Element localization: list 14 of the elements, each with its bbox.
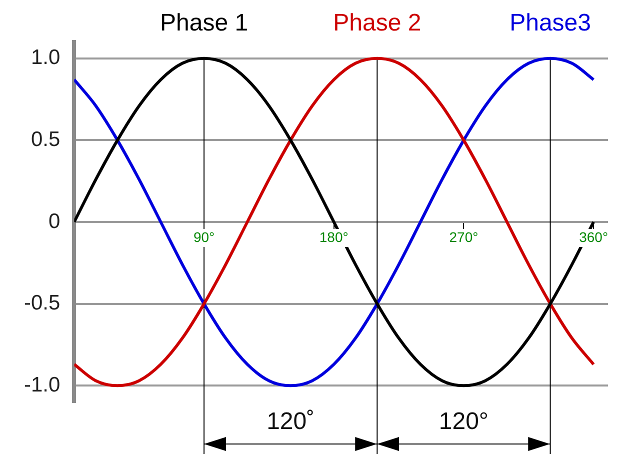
y-tick-label: 0.5 [30, 128, 60, 151]
text: 120° [438, 408, 490, 436]
series-label: Phase3 [510, 10, 591, 37]
x-tick-label: 90° [193, 228, 215, 245]
text: 120˚ [266, 408, 316, 436]
y-tick-label: 0 [48, 210, 60, 233]
series-label: Phase 1 [160, 10, 248, 37]
x-tick-label: 270° [449, 228, 478, 245]
y-tick-label: 1.0 [30, 46, 60, 70]
y-tick-label: -0.5 [24, 292, 60, 315]
x-tick-label: 360° [579, 228, 608, 245]
y-tick-label: -1.0 [24, 373, 60, 396]
series-label: Phase 2 [333, 10, 422, 37]
x-tick-label: 180° [319, 228, 348, 245]
